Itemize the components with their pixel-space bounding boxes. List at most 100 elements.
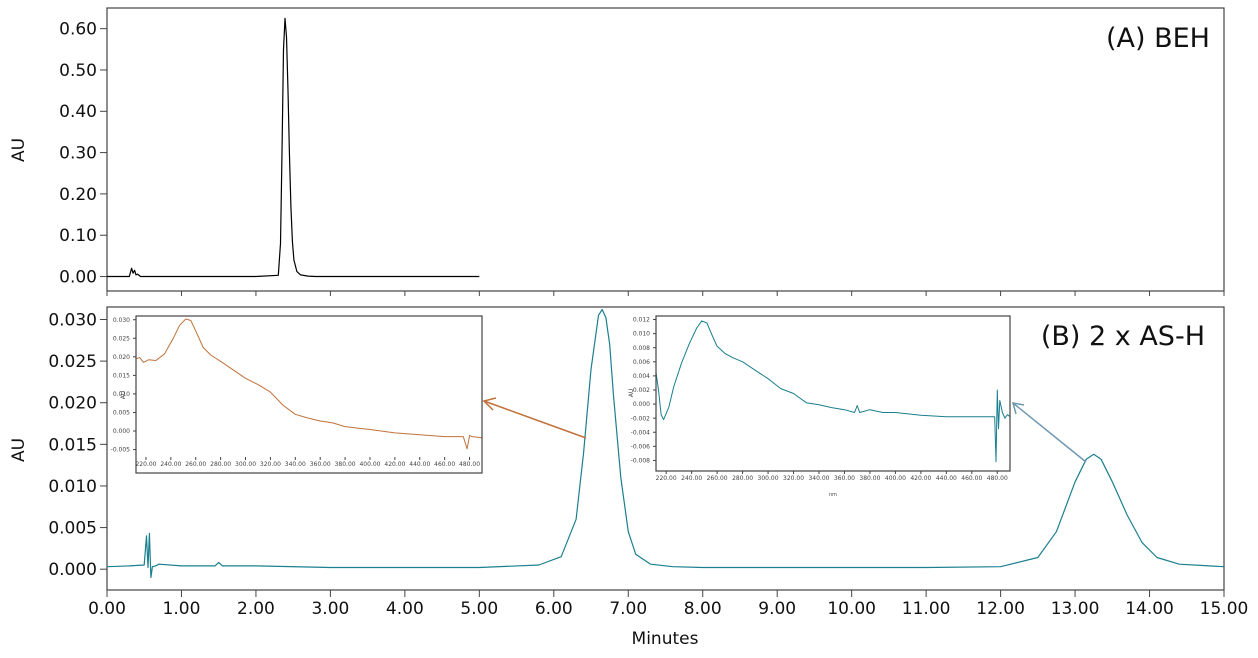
right-inset-y-tick-label: 0.012 (633, 317, 650, 324)
right-inset-x-tick-label: 320.00 (783, 475, 804, 482)
right-inset-x-tick-label: 460.00 (961, 475, 982, 482)
right-inset-x-tick-label: 440.00 (936, 475, 957, 482)
panel-b-x-tick-label: 6.00 (535, 599, 573, 619)
right-inset-frame (655, 315, 1011, 472)
left-inset-x-tick-label: 320.00 (260, 461, 281, 468)
left-inset-axes: -0.005 0.000 0.005 0.010 0.015 0.020 0.025 0.03… (111, 317, 481, 468)
right-inset-y-tick-label: -0.008 (631, 458, 651, 465)
right-inset-x-tick-label: 360.00 (834, 475, 855, 482)
panel-b-x-tick-label: 2.00 (237, 599, 275, 619)
left-inset-y-tick-label: 0.015 (113, 372, 130, 379)
arrow-left-head (482, 397, 497, 411)
panel-b-x-tick-label: 5.00 (460, 599, 498, 619)
panel-b-x-tick-label: 3.00 (311, 599, 349, 619)
right-inset-series-line (655, 320, 1011, 463)
left-inset-x-tick-label: 480.00 (459, 461, 480, 468)
panel-b-x-tick-label: 7.00 (609, 599, 647, 619)
panel-b-y-tick-label: 0.010 (48, 477, 97, 497)
left-inset-y-tick-label: 0.005 (113, 410, 130, 417)
right-inset-background (656, 316, 1010, 471)
arrow-right-head (1011, 402, 1025, 415)
panel-b-y-tick-label: 0.000 (48, 560, 97, 580)
left-inset-series-line (135, 318, 483, 450)
panel-b-x-tick-label: 10.00 (827, 599, 876, 619)
panel-a-y-axis: 0.00 0.10 0.20 0.30 0.40 0.50 0.60 (59, 20, 1225, 296)
panel-b-x-tick-label: 11.00 (902, 599, 951, 619)
panel-b-x-tick-label: 12.00 (976, 599, 1025, 619)
left-inset-x-tick-label: 400.00 (359, 461, 380, 468)
left-inset-x-tick-label: 260.00 (185, 461, 206, 468)
panel-a: 0.00 0.10 0.20 0.30 0.40 0.50 0.60 AU (A) BEH (9, 7, 1225, 296)
panel-b-y-tick-label: 0.020 (48, 394, 97, 414)
left-inset-y-tick-label: 0.030 (113, 317, 130, 324)
panel-b-y-axis-label: AU (9, 438, 29, 462)
right-uv-spectrum-inset: -0.008 -0.006 -0.004 -0.002 0.000 0.002 0.004 0… (628, 315, 1011, 498)
left-inset-x-tick-label: 340.00 (285, 461, 306, 468)
left-inset-x-tick-label: 380.00 (335, 461, 356, 468)
right-inset-y-tick-label: 0.010 (633, 331, 650, 338)
left-inset-y-tick-label: -0.005 (111, 447, 131, 454)
right-inset-y-tick-label: -0.004 (631, 429, 651, 436)
left-inset-x-tick-label: 280.00 (210, 461, 231, 468)
right-inset-x-tick-label: 280.00 (732, 475, 753, 482)
right-inset-x-tick-label: 480.00 (987, 475, 1008, 482)
right-inset-plot-area (655, 320, 1011, 463)
right-inset-y-tick-label: 0.006 (633, 359, 650, 366)
left-inset-y-tick-label: 0.000 (113, 428, 130, 435)
panel-b-x-tick-label: 13.00 (1051, 599, 1100, 619)
panel-a-y-axis-label: AU (9, 138, 29, 162)
right-inset-x-label: nm (829, 492, 837, 498)
right-inset-x-tick-label: 380.00 (859, 475, 880, 482)
right-inset-x-tick-label: 220.00 (656, 475, 677, 482)
panel-b-x-tick-label: 9.00 (758, 599, 796, 619)
panel-b-y-tick-label: 0.025 (48, 352, 97, 372)
right-inset-y-tick-label: -0.006 (631, 443, 651, 450)
panel-b-x-tick-label: 1.00 (163, 599, 201, 619)
left-inset-plot-area (135, 318, 483, 450)
left-inset-x-tick-label: 440.00 (409, 461, 430, 468)
right-inset-x-tick-label: 260.00 (707, 475, 728, 482)
left-inset-x-tick-label: 220.00 (135, 461, 156, 468)
left-inset-y-label: AU (120, 391, 127, 400)
left-inset-x-tick-label: 240.00 (160, 461, 181, 468)
right-inset-y-tick-label: 0.000 (633, 401, 650, 408)
panel-b-x-tick-label: 14.00 (1125, 599, 1174, 619)
panel-b: 0.000 0.005 0.010 0.015 0.020 0.025 0.030 0.00… (9, 306, 1248, 649)
arrow-to-left-inset (483, 400, 587, 439)
right-inset-x-tick-label: 400.00 (885, 475, 906, 482)
left-inset-x-tick-label: 460.00 (434, 461, 455, 468)
left-inset-y-tick-label: 0.010 (113, 391, 130, 398)
left-uv-spectrum-inset: -0.005 0.000 0.005 0.010 0.015 0.020 0.025 0.03… (111, 315, 483, 474)
panel-a-title: (A) BEH (1106, 23, 1210, 54)
panel-a-plot-area (107, 17, 480, 278)
panel-a-series-line (107, 17, 480, 278)
left-inset-x-tick-label: 420.00 (384, 461, 405, 468)
panel-b-x-axis: 0.00 1.00 2.00 3.00 4.00 5.00 6.00 7.00 8.00 9.00… (88, 590, 1248, 619)
left-inset-y-tick-label: 0.020 (113, 354, 130, 361)
right-inset-x-tick-label: 420.00 (910, 475, 931, 482)
panel-a-y-tick-label: 0.30 (59, 144, 97, 164)
panel-a-y-tick-label: 0.50 (59, 61, 97, 81)
left-inset-frame (135, 315, 483, 474)
right-inset-x-tick-label: 340.00 (808, 475, 829, 482)
panel-b-series-line (106, 308, 1225, 579)
right-inset-x-tick-label: 240.00 (681, 475, 702, 482)
right-inset-x-tick-label: 300.00 (758, 475, 779, 482)
x-axis-label: Minutes (632, 629, 699, 649)
right-inset-y-label: AU (628, 389, 635, 398)
panel-b-y-axis: 0.000 0.005 0.010 0.015 0.020 0.025 0.030 (48, 310, 107, 580)
left-inset-y-tick-label: 0.025 (113, 335, 130, 342)
panel-b-plot-area (106, 308, 1225, 579)
panel-a-frame (106, 7, 1225, 292)
right-inset-y-tick-label: 0.002 (633, 387, 650, 394)
panel-a-y-tick-label: 0.10 (59, 226, 97, 246)
right-inset-axes: -0.008 -0.006 -0.004 -0.002 0.000 0.002 0.004 0… (631, 317, 1008, 482)
panel-b-x-tick-label: 8.00 (684, 599, 722, 619)
panel-b-frame (106, 306, 1225, 591)
left-inset-x-tick-label: 360.00 (310, 461, 331, 468)
panel-a-y-tick-label: 0.60 (59, 20, 97, 40)
panel-a-y-tick-label: 0.00 (59, 267, 97, 287)
panel-b-y-tick-label: 0.015 (48, 435, 97, 455)
